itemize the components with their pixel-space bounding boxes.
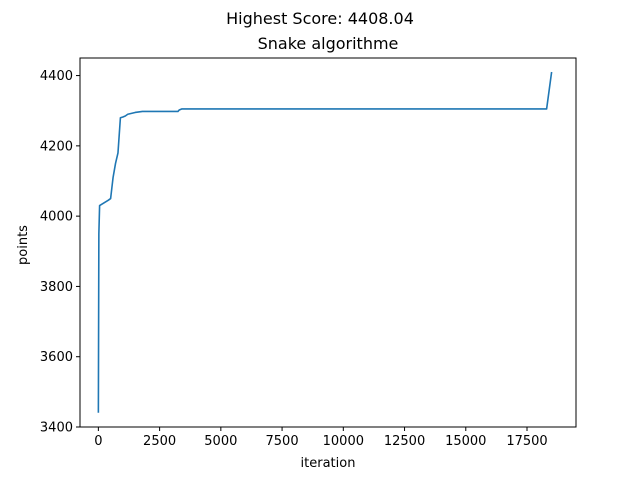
x-tick-label: 12500 (384, 434, 425, 449)
x-tick-label: 0 (94, 434, 102, 449)
x-tick-label: 7500 (266, 434, 299, 449)
x-axis-label: iteration (301, 456, 356, 471)
x-tick-label: 17500 (506, 434, 547, 449)
y-tick-label: 3600 (40, 350, 73, 365)
x-tick-label: 5000 (204, 434, 237, 449)
x-tick-label: 15000 (445, 434, 486, 449)
y-axis-label: points (16, 225, 31, 265)
y-tick-label: 4000 (40, 210, 73, 225)
y-tick-label: 4400 (40, 69, 73, 84)
chart-title: Snake algorithme (258, 34, 399, 53)
y-tick-label: 3400 (40, 421, 73, 436)
plot-area: 0 2500 5000 7500 10000 12500 15000 17500 3400 360… (40, 57, 577, 449)
y-tick-label: 3800 (40, 280, 73, 295)
axes-frame (79, 57, 577, 428)
y-tick-label: 4200 (40, 139, 73, 154)
chart-suptitle: Highest Score: 4408.04 (226, 9, 414, 28)
x-tick-label: 10000 (323, 434, 364, 449)
x-tick-label: 2500 (143, 434, 176, 449)
series-line-0 (97, 71, 553, 413)
